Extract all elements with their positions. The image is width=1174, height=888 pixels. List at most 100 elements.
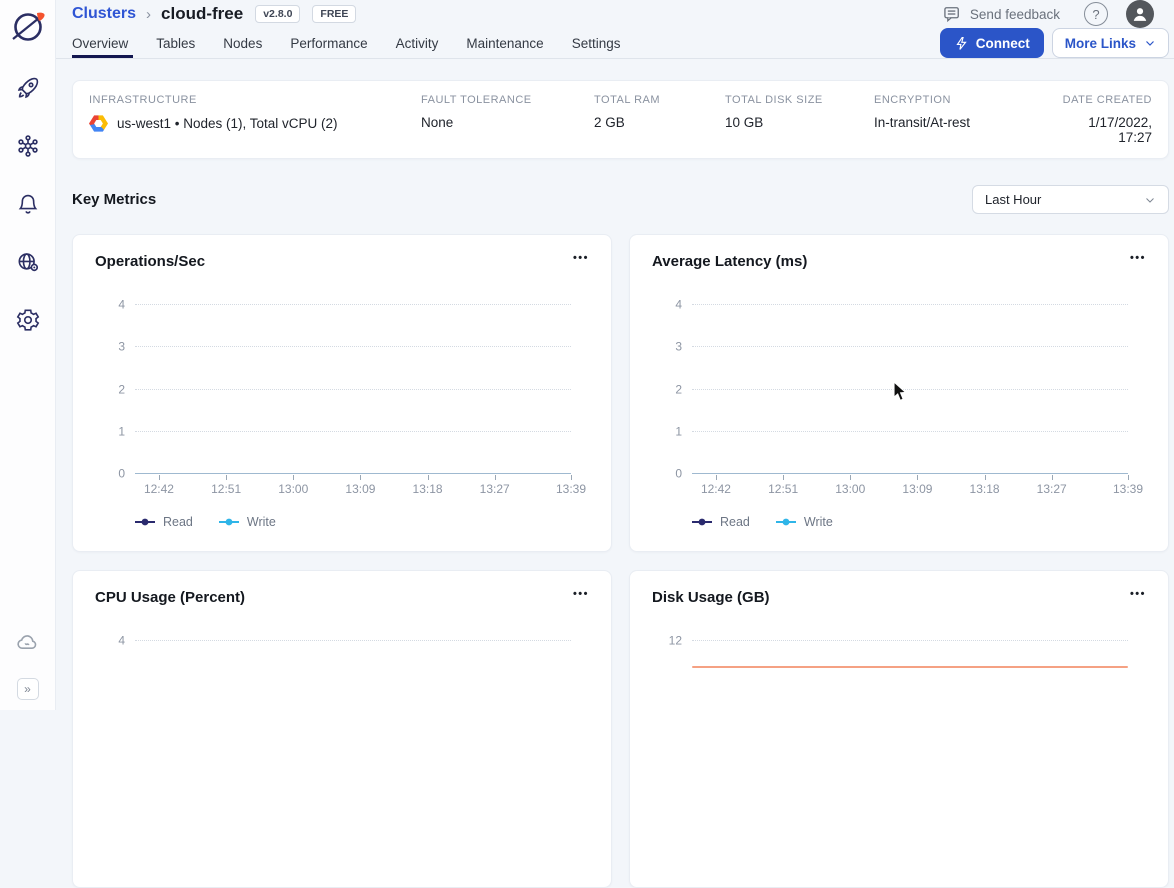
chart-plot: 4 bbox=[118, 633, 571, 809]
disk-capacity-line bbox=[692, 666, 1128, 668]
y-tick-label: 3 bbox=[675, 339, 682, 354]
time-range-select[interactable]: Last Hour bbox=[972, 185, 1169, 214]
info-label: ENCRYPTION bbox=[874, 94, 951, 106]
tab-tables[interactable]: Tables bbox=[156, 35, 196, 51]
person-icon bbox=[1133, 8, 1147, 21]
x-tick-label: 12:42 bbox=[143, 482, 174, 496]
x-tick-label: 12:51 bbox=[211, 482, 242, 496]
sidebar-nav bbox=[0, 0, 55, 334]
chart-card-operations-sec: Operations/Sec ••• 4 3 2 1 0 12:42 12:51 bbox=[72, 234, 612, 552]
tab-performance[interactable]: Performance bbox=[290, 35, 368, 51]
y-tick-label: 4 bbox=[675, 297, 682, 312]
breadcrumb-clusters-link[interactable]: Clusters bbox=[72, 5, 137, 22]
gcp-icon bbox=[89, 115, 108, 132]
more-links-label: More Links bbox=[1064, 35, 1136, 51]
tab-actions: Connect More Links bbox=[939, 28, 1169, 58]
y-tick-label: 2 bbox=[118, 381, 125, 396]
sidebar-item-clusters[interactable] bbox=[14, 132, 42, 160]
x-tick-label: 13:00 bbox=[278, 482, 309, 496]
sidebar-item-regions[interactable] bbox=[14, 248, 42, 276]
tab-maintenance[interactable]: Maintenance bbox=[466, 35, 544, 51]
expand-sidebar-button[interactable]: » bbox=[16, 678, 39, 700]
top-header: Clusters › cloud-free v2.8.0 FREE Send f… bbox=[56, 0, 1174, 28]
chart-title: Operations/Sec bbox=[95, 253, 206, 270]
version-badge: v2.8.0 bbox=[255, 5, 301, 23]
read-series-marker bbox=[135, 518, 155, 526]
x-tick-label: 13:39 bbox=[555, 482, 587, 496]
legend-label: Write bbox=[246, 515, 276, 529]
x-tick-label: 13:00 bbox=[835, 482, 866, 496]
more-links-button[interactable]: More Links bbox=[1051, 28, 1169, 58]
sidebar-bottom: » bbox=[0, 630, 55, 700]
x-tick-label: 13:39 bbox=[1112, 482, 1144, 496]
y-tick-label: 3 bbox=[118, 339, 125, 354]
chart-card-average-latency: Average Latency (ms) ••• 4 3 2 1 0 12:42… bbox=[629, 234, 1169, 552]
cloud-icon bbox=[15, 630, 41, 656]
y-gridline: 1 bbox=[675, 424, 1128, 438]
tab-settings[interactable]: Settings bbox=[571, 35, 621, 51]
tab-activity[interactable]: Activity bbox=[395, 35, 439, 51]
y-tick-label: 1 bbox=[675, 424, 682, 439]
legend-read[interactable]: Read bbox=[692, 515, 750, 529]
legend-write[interactable]: Write bbox=[775, 515, 833, 529]
user-avatar[interactable] bbox=[1126, 0, 1154, 28]
chart-menu-button[interactable]: ••• bbox=[1129, 252, 1146, 264]
chart-plot: 4 3 2 1 0 12:42 12:51 13:00 13:09 13:18 bbox=[675, 297, 1143, 496]
tab-overview[interactable]: Overview bbox=[72, 28, 134, 58]
y-gridline: 4 bbox=[118, 633, 571, 647]
info-col-total-disk-size: TOTAL DISK SIZE 10 GB bbox=[725, 94, 874, 145]
tabs: Overview Tables Nodes Performance Activi… bbox=[72, 28, 648, 58]
chart-menu-button[interactable]: ••• bbox=[572, 252, 589, 264]
chart-plot: 4 3 2 1 0 12:42 12:51 13:00 13:09 13:18 bbox=[118, 297, 586, 496]
sidebar-item-settings[interactable] bbox=[14, 306, 42, 334]
info-label: TOTAL RAM bbox=[594, 94, 661, 106]
legend-label: Write bbox=[803, 515, 833, 529]
chart-card-cpu-usage: CPU Usage (Percent) ••• 4 bbox=[72, 570, 612, 888]
sidebar-item-getting-started[interactable] bbox=[14, 74, 42, 102]
brand-logo[interactable] bbox=[8, 8, 48, 48]
info-label: FAULT TOLERANCE bbox=[421, 94, 532, 106]
chart-plot: 12 bbox=[669, 633, 1128, 809]
chart-menu-button[interactable]: ••• bbox=[572, 588, 589, 600]
sidebar-item-alerts[interactable] bbox=[14, 190, 42, 218]
send-feedback-button[interactable]: Send feedback bbox=[936, 3, 1066, 25]
infrastructure-value: us-west1 • Nodes (1), Total vCPU (2) bbox=[117, 116, 338, 131]
chevron-right-icon: › bbox=[146, 5, 152, 23]
legend-read[interactable]: Read bbox=[135, 515, 193, 529]
connect-button[interactable]: Connect bbox=[939, 28, 1044, 58]
cluster-name: cloud-free bbox=[161, 4, 244, 23]
connect-label: Connect bbox=[975, 35, 1030, 51]
total-ram-value: 2 GB bbox=[594, 115, 625, 130]
cluster-network-icon bbox=[17, 135, 38, 157]
help-button[interactable]: ? bbox=[1084, 2, 1108, 26]
y-tick-label: 2 bbox=[675, 381, 682, 396]
fault-tolerance-value: None bbox=[421, 115, 454, 130]
info-col-encryption: ENCRYPTION In-transit/At-rest bbox=[874, 94, 1051, 145]
header-actions: Send feedback ? bbox=[936, 0, 1154, 28]
expand-icon: » bbox=[24, 682, 31, 696]
x-tick-label: 13:09 bbox=[345, 482, 376, 496]
y-tick-label: 0 bbox=[675, 466, 682, 481]
y-gridline: 4 bbox=[118, 297, 571, 311]
lightning-bolt-icon bbox=[956, 36, 967, 50]
chart-card-disk-usage: Disk Usage (GB) ••• 12 bbox=[629, 570, 1169, 888]
write-series-marker bbox=[775, 518, 796, 526]
x-tick-label: 13:27 bbox=[1036, 482, 1067, 496]
x-tick-label: 13:09 bbox=[902, 482, 933, 496]
info-col-total-ram: TOTAL RAM 2 GB bbox=[594, 94, 725, 145]
y-gridline: 4 bbox=[675, 297, 1128, 311]
y-tick-label: 12 bbox=[668, 633, 682, 648]
y-gridline: 3 bbox=[675, 340, 1128, 354]
gear-icon bbox=[16, 309, 39, 331]
legend-write[interactable]: Write bbox=[218, 515, 276, 529]
write-series-marker bbox=[218, 518, 239, 526]
chart-title: Disk Usage (GB) bbox=[652, 589, 770, 606]
plan-badge: FREE bbox=[312, 5, 357, 23]
chart-menu-button[interactable]: ••• bbox=[1129, 588, 1146, 600]
tab-bar: Overview Tables Nodes Performance Activi… bbox=[56, 28, 1174, 59]
main-content: Clusters › cloud-free v2.8.0 FREE Send f… bbox=[56, 0, 1174, 888]
info-label: INFRASTRUCTURE bbox=[89, 94, 197, 106]
tab-nodes[interactable]: Nodes bbox=[223, 35, 263, 51]
total-disk-size-value: 10 GB bbox=[725, 115, 764, 130]
legend-label: Read bbox=[720, 515, 750, 529]
